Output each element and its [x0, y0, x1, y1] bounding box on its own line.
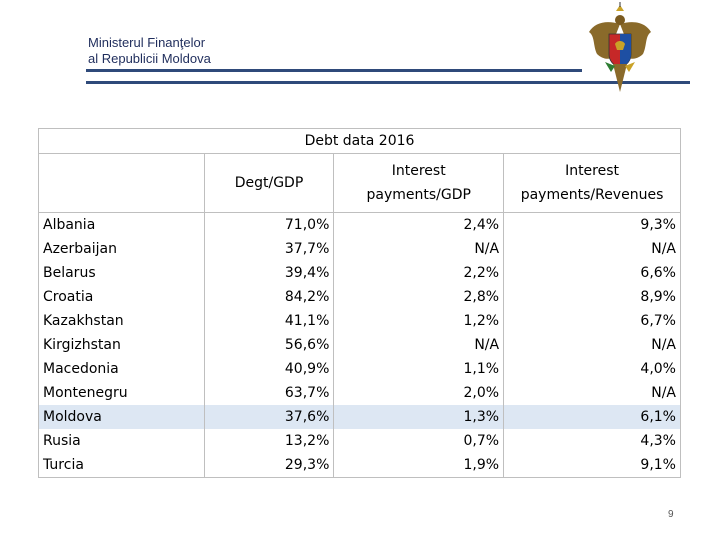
table-row: Kazakhstan 41,1% 1,2% 6,7% — [38, 309, 681, 333]
country-cell: Belarus — [38, 261, 205, 285]
column-header-debt-gdp: Degt/GDP — [203, 153, 335, 213]
debt-gdp-cell: 37,6% — [203, 405, 335, 429]
ministry-name-line1: Ministerul Finanţelor — [88, 35, 206, 50]
page-number: 9 — [668, 509, 674, 520]
interest-gdp-cell: 0,7% — [333, 429, 505, 453]
interest-revenues-cell: N/A — [503, 333, 681, 357]
interest-revenues-cell: N/A — [503, 381, 681, 405]
interest-revenues-cell: 4,0% — [503, 357, 681, 381]
interest-revenues-cell: 6,7% — [503, 309, 681, 333]
interest-revenues-cell: 6,6% — [503, 261, 681, 285]
country-cell: Albania — [38, 212, 205, 237]
interest-gdp-cell: 1,2% — [333, 309, 505, 333]
column-header-country — [38, 153, 205, 213]
table-body: Albania 71,0% 2,4% 9,3% Azerbaijan 37,7% N/A N/… — [38, 212, 681, 478]
column-header-debt-gdp-line: Degt/GDP — [234, 175, 304, 191]
interest-revenues-cell: 4,3% — [503, 429, 681, 453]
debt-gdp-cell: 29,3% — [203, 453, 335, 478]
debt-gdp-cell: 13,2% — [203, 429, 335, 453]
header-divider-top — [86, 69, 582, 72]
interest-revenues-cell: 6,1% — [503, 405, 681, 429]
interest-revenues-cell: 9,1% — [503, 453, 681, 478]
column-header-interest-revenues-line1: Interest — [565, 163, 620, 179]
interest-gdp-cell: 1,3% — [333, 405, 505, 429]
table-title: Debt data 2016 — [38, 128, 681, 154]
interest-revenues-cell: 8,9% — [503, 285, 681, 309]
column-header-interest-gdp: Interest payments/GDP — [333, 153, 505, 213]
interest-gdp-cell: 1,1% — [333, 357, 505, 381]
country-cell: Croatia — [38, 285, 205, 309]
country-cell: Turcia — [38, 453, 205, 478]
interest-gdp-cell: 2,8% — [333, 285, 505, 309]
interest-gdp-cell: 2,2% — [333, 261, 505, 285]
country-cell: Kirgizhstan — [38, 333, 205, 357]
country-cell: Azerbaijan — [38, 237, 205, 261]
table-row: Croatia 84,2% 2,8% 8,9% — [38, 285, 681, 309]
moldova-coat-of-arms-icon — [589, 2, 651, 92]
debt-gdp-cell: 39,4% — [203, 261, 335, 285]
table-row: Moldova 37,6% 1,3% 6,1% — [38, 405, 681, 429]
interest-gdp-cell: N/A — [333, 333, 505, 357]
interest-gdp-cell: N/A — [333, 237, 505, 261]
debt-gdp-cell: 71,0% — [203, 212, 335, 237]
table-row: Turcia 29,3% 1,9% 9,1% — [38, 453, 681, 478]
table-header-row: Degt/GDP Interest payments/GDP Interest … — [38, 153, 681, 213]
debt-gdp-cell: 40,9% — [203, 357, 335, 381]
interest-revenues-cell: 9,3% — [503, 212, 681, 237]
table-row: Albania 71,0% 2,4% 9,3% — [38, 212, 681, 237]
column-header-interest-revenues: Interest payments/Revenues — [503, 153, 681, 213]
country-cell: Macedonia — [38, 357, 205, 381]
debt-gdp-cell: 84,2% — [203, 285, 335, 309]
table-row: Macedonia 40,9% 1,1% 4,0% — [38, 357, 681, 381]
interest-revenues-cell: N/A — [503, 237, 681, 261]
column-header-interest-gdp-line2: payments/GDP — [366, 187, 471, 203]
ministry-name: Ministerul Finanţelor al Republicii Mold… — [88, 35, 211, 67]
interest-gdp-cell: 1,9% — [333, 453, 505, 478]
debt-gdp-cell: 37,7% — [203, 237, 335, 261]
debt-data-table: Debt data 2016 Degt/GDP Interest payment… — [38, 128, 681, 478]
country-cell: Montenegru — [38, 381, 205, 405]
table-row: Azerbaijan 37,7% N/A N/A — [38, 237, 681, 261]
column-header-interest-revenues-line2: payments/Revenues — [520, 187, 664, 203]
table-row: Belarus 39,4% 2,2% 6,6% — [38, 261, 681, 285]
interest-gdp-cell: 2,4% — [333, 212, 505, 237]
debt-gdp-cell: 41,1% — [203, 309, 335, 333]
table-row: Montenegru 63,7% 2,0% N/A — [38, 381, 681, 405]
country-cell: Rusia — [38, 429, 205, 453]
country-cell: Moldova — [38, 405, 205, 429]
table-row: Rusia 13,2% 0,7% 4,3% — [38, 429, 681, 453]
interest-gdp-cell: 2,0% — [333, 381, 505, 405]
debt-gdp-cell: 56,6% — [203, 333, 335, 357]
table-row: Kirgizhstan 56,6% N/A N/A — [38, 333, 681, 357]
column-header-interest-gdp-line1: Interest — [391, 163, 446, 179]
debt-gdp-cell: 63,7% — [203, 381, 335, 405]
ministry-name-line2: al Republicii Moldova — [88, 51, 211, 66]
country-cell: Kazakhstan — [38, 309, 205, 333]
header-divider-bottom — [86, 81, 690, 84]
